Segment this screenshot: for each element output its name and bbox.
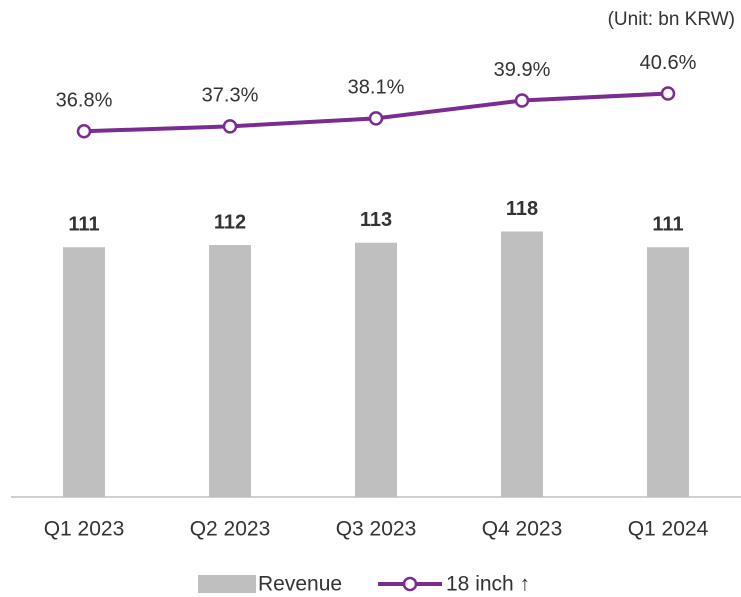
legend-swatch — [198, 575, 256, 593]
bar — [63, 247, 105, 497]
bar — [355, 242, 397, 497]
line-marker — [660, 86, 676, 101]
line-value-label: 39.9% — [494, 59, 551, 81]
line-marker — [76, 124, 92, 139]
x-tick-label: Q4 2023 — [482, 518, 563, 541]
bar — [501, 231, 543, 497]
line-value-label: 37.3% — [202, 85, 259, 107]
bar — [209, 245, 251, 497]
x-tick-label: Q2 2023 — [190, 518, 271, 541]
line-value-label: 36.8% — [56, 90, 113, 112]
x-tick-label: Q1 2024 — [628, 518, 709, 541]
legend-marker — [402, 576, 418, 592]
bar-value-label: 111 — [68, 214, 99, 236]
unit-annotation: (Unit: bn KRW) — [608, 9, 735, 30]
bar — [647, 247, 689, 497]
bar-value-label: 118 — [506, 198, 538, 220]
line-value-label: 38.1% — [348, 77, 405, 99]
bar-value-label: 112 — [214, 211, 246, 233]
bar-value-label: 111 — [652, 214, 683, 236]
line-value-label: 40.6% — [640, 52, 697, 74]
legend-label: Revenue — [258, 573, 342, 596]
legend-label: 18 inch ↑ — [446, 573, 530, 596]
bar-value-label: 113 — [360, 209, 392, 231]
x-tick-label: Q1 2023 — [44, 518, 125, 541]
line-marker — [222, 119, 238, 134]
line-marker — [514, 93, 530, 108]
line-marker — [368, 111, 384, 126]
x-tick-label: Q3 2023 — [336, 518, 417, 541]
